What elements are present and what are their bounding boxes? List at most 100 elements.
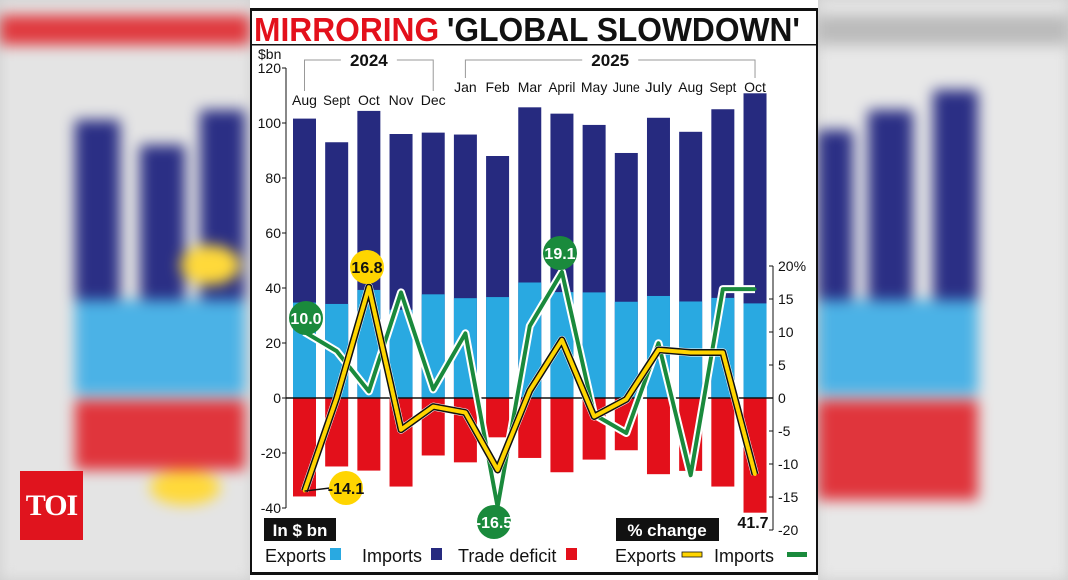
exports-bar	[614, 301, 638, 398]
left-axis-tick-label: 80	[265, 170, 281, 186]
imports-change-line-point	[753, 287, 757, 291]
legend-label: Exports	[265, 546, 326, 566]
imports-change-line-point	[399, 290, 403, 294]
data-label: 41.7	[737, 515, 768, 532]
exports-change-line-point	[367, 285, 371, 289]
month-label: June	[613, 79, 640, 95]
imports-change-line-point	[721, 287, 725, 291]
right-axis-tick-label: -20	[778, 522, 798, 538]
trade-deficit-bar	[357, 398, 381, 471]
imports-change-line-point	[528, 324, 532, 328]
panel-border-left	[250, 8, 252, 575]
data-label-circle	[477, 505, 511, 539]
legend-label: Imports	[714, 546, 774, 566]
blurred-background-right	[818, 0, 1068, 580]
data-label: 16.8	[351, 260, 382, 277]
exports-change-line-point	[431, 405, 435, 409]
right-axis-tick-label: -10	[778, 456, 798, 472]
year-bracket	[304, 59, 434, 91]
left-axis-tick-label: -40	[261, 500, 281, 516]
left-axis-tick-label: 120	[258, 60, 282, 76]
imports-change-line-point	[560, 270, 564, 274]
legend-title-box-left	[264, 518, 336, 541]
month-label: Mar	[518, 79, 542, 95]
toi-logo: TOI	[20, 471, 83, 540]
panel-border-right	[816, 8, 818, 575]
top-rule	[251, 8, 817, 11]
year-label: 2024	[350, 51, 388, 70]
title-rule	[251, 44, 817, 46]
month-label: Oct	[358, 92, 380, 108]
month-label: Aug	[292, 92, 317, 108]
left-axis-tick-label: -20	[261, 445, 281, 461]
legend-swatch	[566, 548, 577, 560]
data-label-circle	[543, 236, 577, 270]
exports-change-line-point	[560, 338, 564, 342]
exports-change-line-point	[335, 396, 339, 400]
trade-deficit-bar	[550, 398, 574, 473]
legend-title-box-right	[616, 518, 719, 541]
month-label: Feb	[486, 79, 510, 95]
imports-change-line-point	[431, 387, 435, 391]
exports-change-line-point	[496, 468, 500, 472]
imports-change-line-point	[689, 473, 693, 477]
data-label: 19.1	[544, 246, 575, 263]
legend-label: Imports	[362, 546, 422, 566]
legend-label: Exports	[615, 546, 676, 566]
data-label: -14.1	[328, 481, 365, 498]
legend-swatch	[330, 548, 341, 560]
trade-deficit-bar	[646, 398, 670, 475]
month-label: Jan	[454, 79, 477, 95]
exports-change-line-point	[463, 411, 467, 415]
left-axis-tick-label: 100	[258, 115, 282, 131]
exports-change-line-point	[592, 414, 596, 418]
exports-change-line-point	[721, 350, 725, 354]
right-axis-tick-label: -15	[778, 489, 798, 505]
data-label: 10.0	[290, 311, 321, 328]
year-label: 2025	[591, 51, 629, 70]
exports-change-line-point	[753, 473, 757, 477]
bottom-rule	[251, 572, 817, 575]
exports-change-line-point	[399, 428, 403, 432]
trade-deficit-bar	[486, 398, 510, 438]
month-label: Oct	[744, 79, 766, 95]
data-label-circle	[350, 250, 384, 284]
imports-change-line-point	[624, 431, 628, 435]
legend-title-left: In $ bn	[273, 521, 328, 540]
title-part-red: MIRRORING	[254, 11, 439, 48]
trade-deficit-bar	[711, 398, 735, 487]
data-label-circle	[289, 301, 323, 335]
data-label: -16.5	[476, 515, 513, 532]
legend-line-swatch	[681, 551, 703, 558]
exports-bar	[389, 309, 413, 398]
right-axis-tick-label: 10	[778, 324, 794, 340]
left-axis-tick-label: 60	[265, 225, 281, 241]
month-label: April	[548, 79, 575, 95]
right-axis-tick-label: 20%	[778, 258, 806, 274]
month-label: May	[581, 79, 607, 95]
right-axis-tick-label: 5	[778, 357, 786, 373]
month-label: Aug	[678, 79, 703, 95]
exports-change-line-point	[689, 350, 693, 354]
legend-label: Trade deficit	[458, 546, 556, 566]
callout-line	[304, 487, 331, 492]
exports-bar	[743, 303, 767, 398]
trade-deficit-bar	[743, 398, 767, 513]
chart-title: MIRRORING'GLOBAL SLOWDOWN'	[254, 11, 800, 48]
right-axis-tick-label: 0	[778, 390, 786, 406]
exports-change-line-point	[624, 397, 628, 401]
left-axis-tick-label: 20	[265, 335, 281, 351]
month-label: Sept	[323, 92, 350, 108]
imports-change-line-point	[463, 331, 467, 335]
title-part-black: 'GLOBAL SLOWDOWN'	[447, 11, 800, 48]
exports-change-line-point	[528, 389, 532, 393]
legend-swatch	[431, 548, 442, 560]
right-axis-tick-label: 15	[778, 291, 794, 307]
left-axis-unit: $bn	[258, 46, 281, 62]
month-label: July	[645, 79, 672, 95]
blurred-background-left	[0, 0, 252, 580]
left-axis-tick-label: 40	[265, 280, 281, 296]
month-label: Sept	[709, 79, 736, 95]
right-axis-tick-label: -5	[778, 423, 791, 439]
month-label: Dec	[421, 92, 446, 108]
